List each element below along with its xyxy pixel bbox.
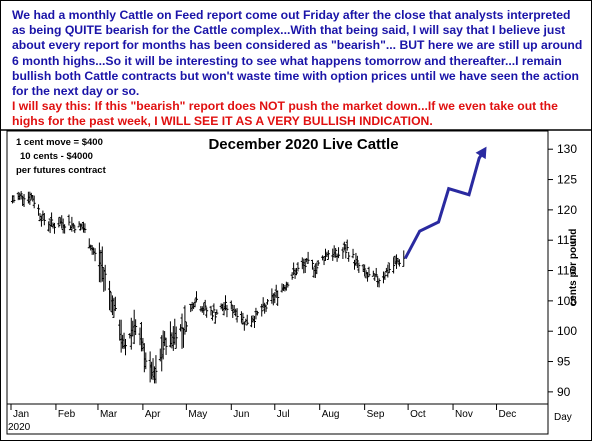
x-tick-label: Feb	[58, 409, 76, 420]
x-year-label: 2020	[8, 422, 31, 433]
x-axis-label: Day	[554, 412, 572, 423]
commentary-text: We had a monthly Cattle on Feed report c…	[12, 8, 584, 130]
y-tick-label: 90	[557, 385, 571, 399]
y-tick-label: 110	[557, 264, 576, 278]
y-tick-label: 105	[557, 294, 577, 308]
x-tick-label: Jun	[233, 409, 249, 420]
commentary-red-paragraph: I will say this: If this "bearish" repor…	[12, 99, 558, 129]
contract-note: per futures contract	[16, 165, 107, 176]
x-tick-label: Jul	[277, 409, 290, 420]
y-tick-label: 125	[557, 173, 577, 187]
contract-note: 1 cent move = $400	[16, 137, 103, 148]
x-tick-label: May	[188, 409, 207, 420]
x-tick-label: Sep	[367, 409, 385, 420]
x-tick-label: Apr	[145, 409, 161, 420]
projection-line	[403, 148, 487, 260]
y-tick-label: 95	[557, 355, 571, 369]
x-tick-label: Aug	[322, 409, 340, 420]
projection-arrowhead	[475, 146, 487, 160]
chart-title: December 2020 Live Cattle	[208, 136, 398, 153]
x-tick-label: Dec	[499, 409, 517, 420]
commentary-blue-paragraph: We had a monthly Cattle on Feed report c…	[12, 8, 583, 99]
y-tick-label: 120	[557, 203, 577, 217]
x-tick-label: Jan	[13, 409, 29, 420]
y-tick-label: 100	[557, 324, 577, 338]
x-axis-strip	[6, 403, 549, 435]
price-bars	[10, 191, 406, 384]
x-tick-label: Oct	[410, 409, 426, 420]
x-tick-label: Mar	[100, 409, 118, 420]
contract-note: 10 cents - $4000	[20, 151, 93, 162]
y-tick-label: 115	[557, 233, 576, 247]
y-tick-label: 130	[557, 142, 577, 156]
x-tick-label: Nov	[455, 409, 473, 420]
y-axis-label: cents per pound	[568, 229, 579, 307]
